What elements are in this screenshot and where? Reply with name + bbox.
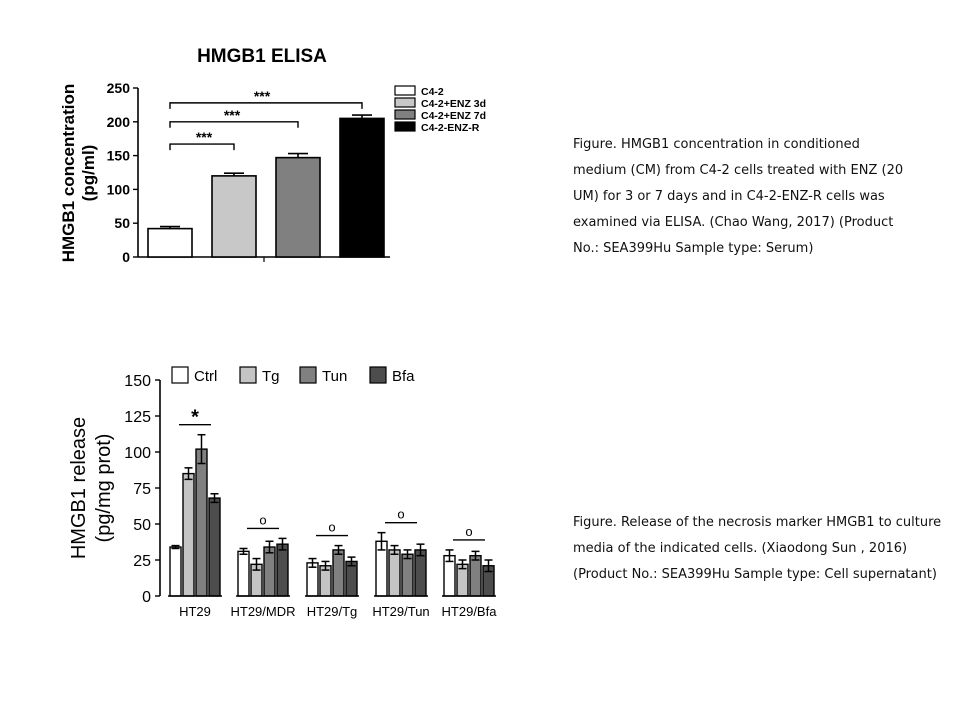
y-tick-label: 0 — [122, 249, 130, 265]
y-tick-label: 100 — [124, 445, 151, 462]
hmgb1-release-chart: HMGB1 release (pg/mg prot) 0 25 50 75 100 125 15… — [68, 366, 498, 619]
y-tick-label: 50 — [133, 517, 151, 534]
y-tick-label: 100 — [107, 181, 131, 197]
significance-bracket — [169, 121, 299, 128]
legend-label: C4-2+ENZ 7d — [421, 110, 486, 122]
significance-bracket — [169, 102, 363, 109]
annotation-label: o — [328, 520, 335, 535]
caption-elisa: Figure. HMGB1 concentration in condition… — [573, 137, 904, 256]
y-tick-label: 200 — [107, 114, 131, 130]
legend-swatch — [394, 97, 416, 108]
legend-swatch — [369, 366, 387, 384]
y-axis-label: HMGB1 concentration — [59, 84, 78, 263]
bar — [182, 472, 195, 597]
legend-label: C4-2 — [421, 86, 444, 98]
bar — [276, 543, 289, 597]
y-tick-label: 0 — [142, 589, 151, 606]
hmgb1-elisa-chart: HMGB1 ELISA HMGB1 concentration (pg/ml) 0 50… — [59, 46, 486, 265]
y-tick-label: 25 — [133, 553, 151, 570]
bar — [237, 550, 250, 597]
legend-swatch — [239, 366, 257, 384]
legend-swatch — [171, 366, 189, 384]
y-tick-label: 125 — [124, 409, 151, 426]
y-axis-label-unit: (pg/mg prot) — [93, 434, 115, 543]
bar — [332, 549, 345, 597]
bar — [401, 553, 414, 597]
bar — [339, 117, 385, 258]
legend-label: Tun — [322, 368, 347, 385]
significance-label: *** — [196, 129, 213, 145]
x-tick-label: HT29 — [179, 604, 211, 619]
y-axis-label-unit: (pg/ml) — [79, 145, 98, 202]
y-axis-label: HMGB1 release — [68, 417, 90, 559]
legend-label: C4-2+ENZ 3d — [421, 98, 486, 110]
bar — [147, 227, 193, 258]
annotation-label: o — [465, 524, 472, 539]
y-tick-label: 50 — [114, 215, 130, 231]
x-tick-label: HT29/MDR — [230, 604, 295, 619]
bar — [414, 549, 427, 597]
significance-label: *** — [254, 88, 271, 104]
chart-title: HMGB1 ELISA — [197, 46, 327, 67]
caption-release: Figure. Release of the necrosis marker H… — [573, 515, 942, 582]
bar — [345, 560, 358, 597]
x-tick-label: HT29/Tun — [372, 604, 429, 619]
bar — [169, 546, 182, 597]
legend-label: C4-2-ENZ-R — [421, 122, 480, 134]
bar — [211, 175, 257, 258]
bar — [263, 546, 276, 597]
bar — [388, 549, 401, 597]
y-tick-label: 150 — [107, 148, 131, 164]
legend-label: Ctrl — [194, 368, 217, 385]
legend-label: Bfa — [392, 368, 415, 385]
legend-label: Tg — [262, 368, 280, 385]
bar — [208, 497, 221, 597]
bar — [195, 448, 208, 597]
legend-swatch — [299, 366, 317, 384]
x-tick-label: HT29/Bfa — [442, 604, 498, 619]
x-tick-label: HT29/Tg — [307, 604, 358, 619]
bar — [275, 156, 321, 258]
y-tick-label: 75 — [133, 481, 151, 498]
y-tick-label: 250 — [107, 80, 131, 96]
bar — [469, 554, 482, 597]
legend-swatch — [394, 109, 416, 120]
y-tick-label: 150 — [124, 373, 151, 390]
annotation-label: o — [259, 512, 266, 527]
legend-swatch — [394, 85, 416, 96]
legend-swatch — [394, 121, 416, 132]
annotation-label: o — [397, 507, 404, 522]
significance-label: *** — [224, 107, 241, 123]
significance-bracket — [169, 143, 235, 151]
annotation-label: * — [191, 407, 199, 429]
